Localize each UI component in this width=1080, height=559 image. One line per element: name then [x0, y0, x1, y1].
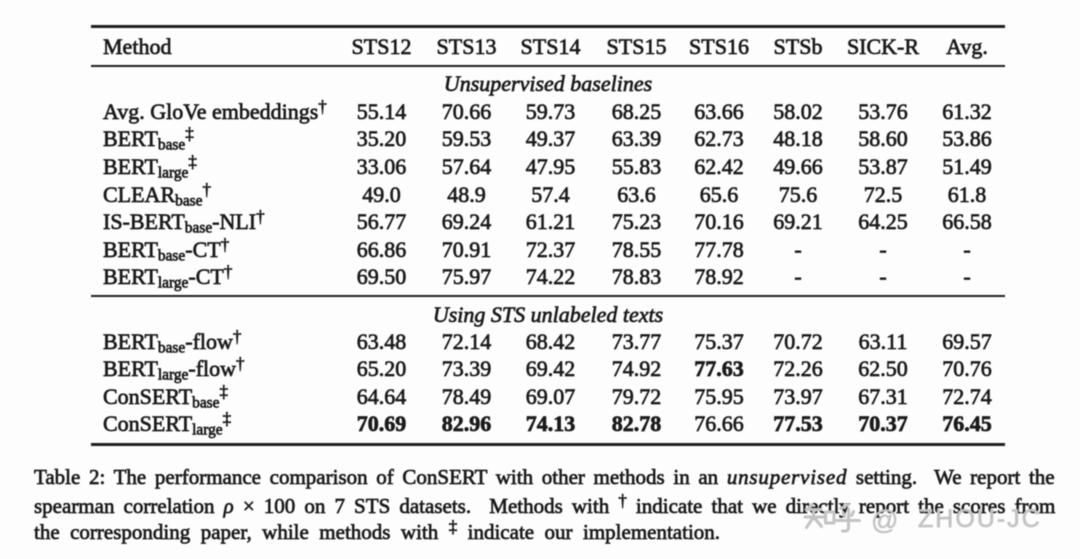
- svg-text:@: @: [871, 505, 898, 535]
- svg-text:ZHOU-JC: ZHOU-JC: [918, 505, 1042, 533]
